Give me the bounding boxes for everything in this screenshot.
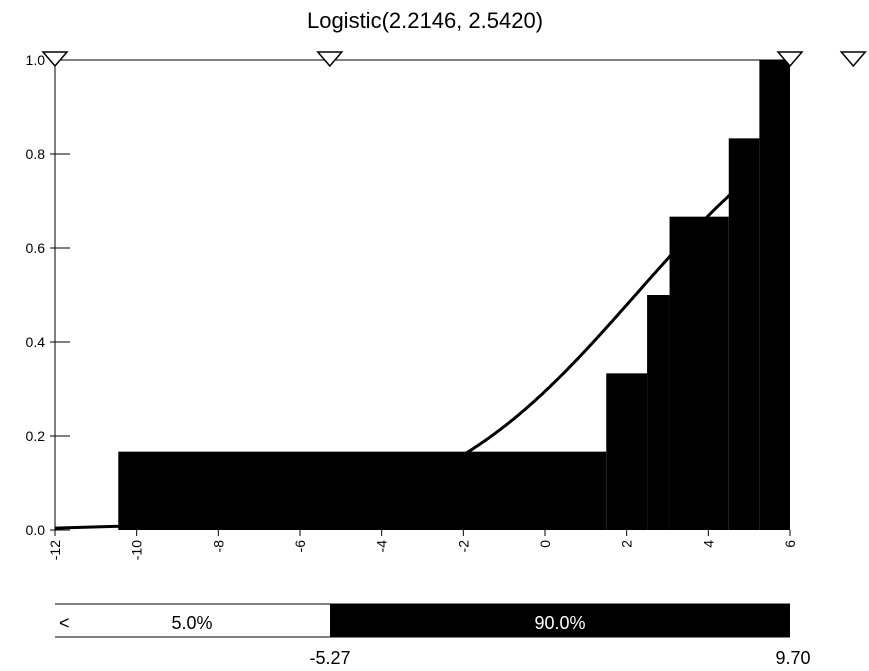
y-tick-label: 0.0 [26,522,46,538]
delimiter-marker[interactable] [776,51,804,68]
fitted-curve [54,191,734,530]
x-tick-label: 0 [537,540,553,548]
cdf-step-bar [647,295,670,530]
delim-middle-segment [330,604,790,637]
x-tick-label: 6 [782,540,798,548]
y-tick-label: 0.4 [26,334,46,350]
x-tick-label: -12 [47,540,63,560]
cdf-step-bar [606,373,648,530]
y-tick-label: 0.8 [26,146,46,162]
delim-left-percent: 5.0% [171,613,212,633]
x-tick-label: 4 [700,540,716,548]
cdf-step-bar [728,138,760,530]
y-tick-label: 0.6 [26,240,46,256]
y-tick-label: 1.0 [26,52,46,68]
cdf-step-bar [759,60,790,530]
delim-left-symbol: < [59,613,70,633]
delimiter-marker[interactable] [839,51,867,68]
x-tick-label: -6 [292,540,308,553]
x-tick-label: -2 [455,540,471,553]
cdf-step-bar [118,451,607,530]
x-tick-label: -8 [210,540,226,553]
x-tick-label: -4 [374,540,390,553]
delimiter-bar[interactable]: <5.0% 90.0% -5.27 9.70 [55,603,811,668]
x-tick-label: 2 [619,540,635,548]
delimiter-marker[interactable] [41,51,69,68]
delim-left-value: -5.27 [309,648,350,668]
chart-title: Logistic(2.2146, 2.5420) [307,8,543,33]
y-tick-label: 0.2 [26,428,46,444]
plot-area: 0.0 0.2 0.4 0.6 0.8 1.0 -12 -10 -8 -6 -4 -2 0 2 4 6 [26,51,867,560]
delim-right-value: 9.70 [775,648,810,668]
x-tick-label: -10 [129,540,145,560]
delim-middle-percent: 90.0% [534,613,585,633]
cdf-step-bar [669,216,729,530]
delimiter-marker[interactable] [316,51,344,68]
